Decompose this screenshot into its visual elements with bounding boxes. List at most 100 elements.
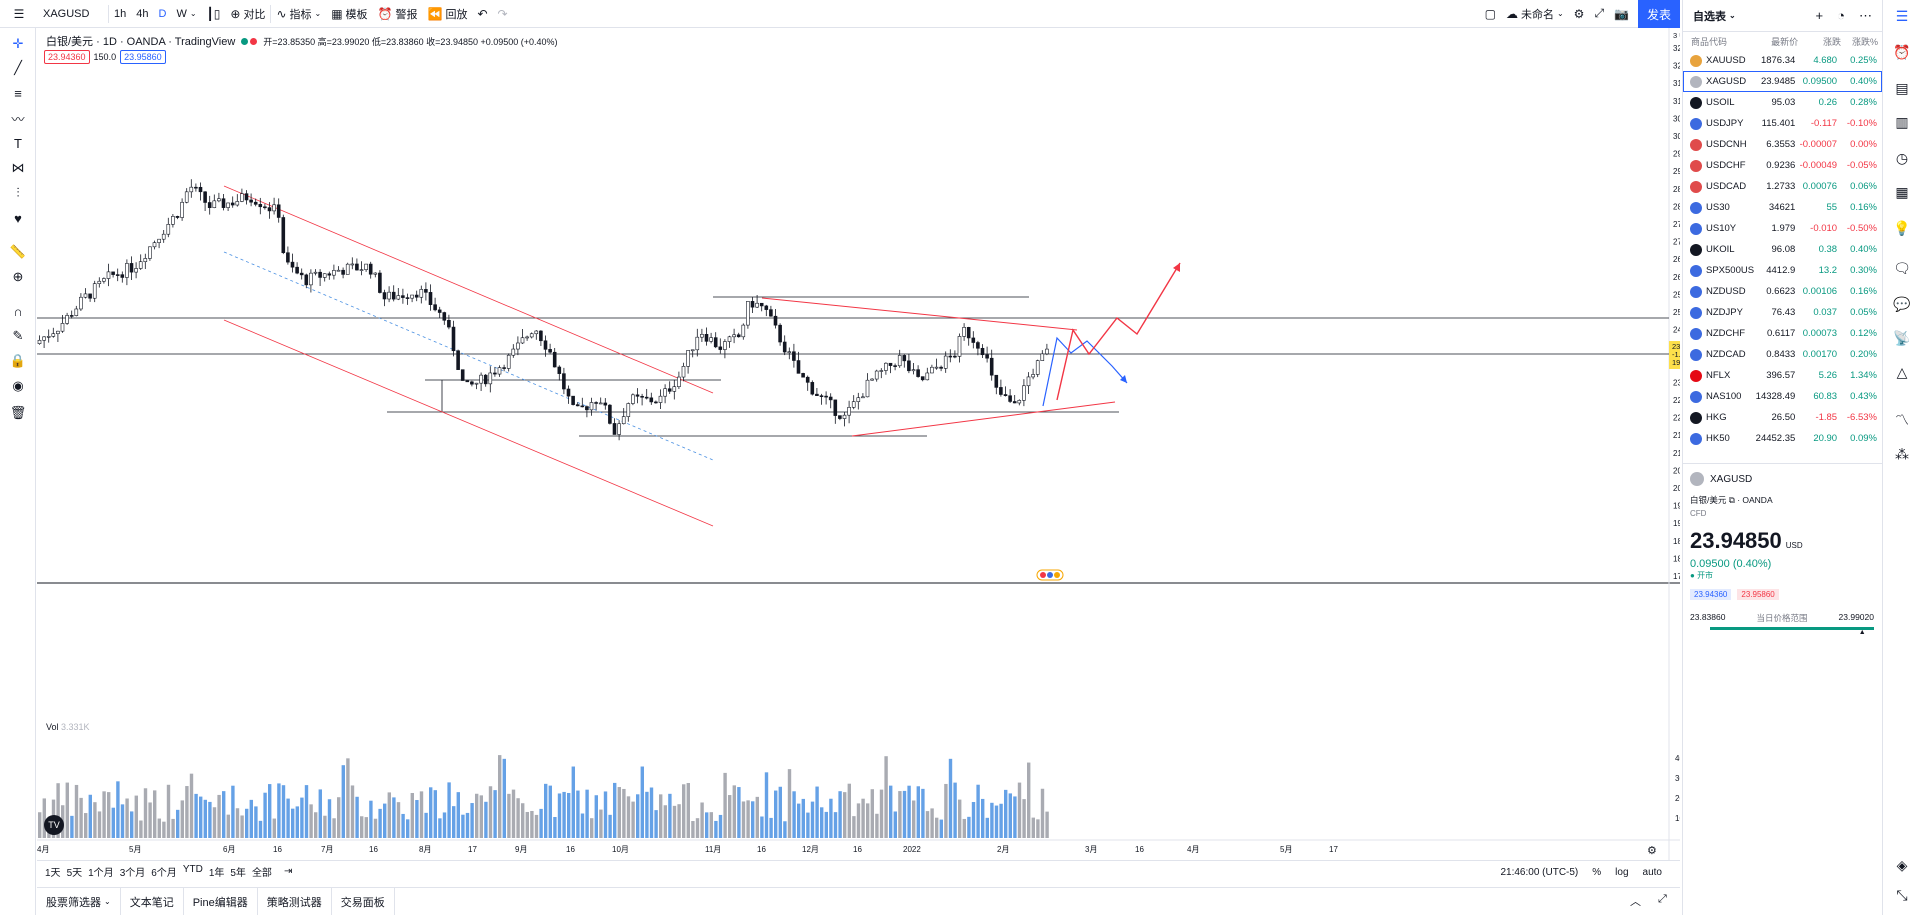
eye-icon[interactable]: ◉ xyxy=(12,378,24,393)
detail-buy[interactable]: 23.95860 xyxy=(1737,589,1779,600)
trendline-icon[interactable]: ╱ xyxy=(14,60,22,75)
crosshair-icon[interactable]: ✛ xyxy=(12,36,24,51)
waves-icon[interactable]: 〽 xyxy=(1895,412,1909,428)
magnet-icon[interactable]: ∩ xyxy=(13,303,23,319)
trash-icon[interactable]: 🗑 xyxy=(9,405,27,420)
publish-button[interactable]: 发表 xyxy=(1638,0,1680,28)
watchlist-row[interactable]: US30 34621 55 0.16% xyxy=(1683,197,1882,218)
interval-d[interactable]: D xyxy=(158,7,167,20)
redo-icon[interactable]: ↷ xyxy=(497,6,508,21)
watchlist-row[interactable]: UKOIL 96.08 0.38 0.40% xyxy=(1683,239,1882,260)
news-icon[interactable]: ▥ xyxy=(1895,113,1909,130)
brush-icon[interactable]: 〰 xyxy=(11,111,25,127)
add-symbol-icon[interactable]: + xyxy=(1815,8,1824,23)
heart-icon[interactable]: ♥ xyxy=(14,210,22,226)
range-7[interactable]: 5年 xyxy=(230,868,246,879)
bottom-tab-4[interactable]: 交易面板 xyxy=(332,887,395,915)
interval-1h[interactable]: 1h xyxy=(114,7,127,20)
watchlist-row[interactable]: NAS100 14328.49 60.83 0.43% xyxy=(1683,386,1882,407)
watchlist-row[interactable]: NZDCAD 0.8433 0.00170 0.20% xyxy=(1683,344,1882,365)
bottom-tab-2[interactable]: Pine编辑器 xyxy=(184,887,258,915)
maximize-icon[interactable]: ⤢ xyxy=(1658,893,1667,905)
watchlist-row[interactable]: US10Y 1.979 -0.010 -0.50% xyxy=(1683,218,1882,239)
watchlist-row[interactable]: USDCNH 6.3553 -0.00007 0.00% xyxy=(1683,134,1882,155)
range-1[interactable]: 5天 xyxy=(66,868,83,879)
alarm-clock-icon[interactable]: ⏰ xyxy=(1893,43,1911,60)
compare-button[interactable]: ⊕ 对比 xyxy=(230,6,266,21)
watchlist-row[interactable]: USDJPY 115.401 -0.117 -0.10% xyxy=(1683,113,1882,134)
range-6[interactable]: 1年 xyxy=(208,868,225,879)
percent-toggle[interactable]: % xyxy=(1592,866,1602,878)
watchlist-row[interactable]: NZDCHF 0.6117 0.00073 0.12% xyxy=(1683,323,1882,344)
watchlist-row[interactable]: NZDUSD 0.6623 0.00106 0.16% xyxy=(1683,281,1882,302)
watchlist-row[interactable]: USOIL 95.03 0.26 0.28% xyxy=(1683,92,1882,113)
timezone-label[interactable]: 21:46:00 (UTC-5) xyxy=(1500,866,1579,878)
sell-price[interactable]: 23.94360 xyxy=(44,50,90,64)
measure-icon[interactable]: ⫶ xyxy=(16,185,20,200)
bottom-tab-0[interactable]: 股票筛选器 ⌄ xyxy=(37,887,121,915)
indicators-button[interactable]: ∿ 指标 ⌄ xyxy=(276,6,322,21)
log-toggle[interactable]: log xyxy=(1615,866,1629,878)
more-icon[interactable]: ⋯ xyxy=(1859,7,1872,23)
text-icon[interactable]: T xyxy=(14,135,22,151)
auto-toggle[interactable]: auto xyxy=(1642,866,1662,878)
ideas-icon[interactable]: 💡 xyxy=(1893,219,1911,236)
bottom-tab-3[interactable]: 策略测试器 xyxy=(258,887,332,915)
watchlist-row[interactable]: NFLX 396.57 5.26 1.34% xyxy=(1683,365,1882,386)
broadcast-icon[interactable]: 📡 xyxy=(1893,329,1911,346)
symbol-search[interactable]: XAGUSD xyxy=(38,0,108,28)
watchlist-row[interactable]: NZDJPY 76.43 0.037 0.05% xyxy=(1683,302,1882,323)
help-icon[interactable]: △ xyxy=(1896,363,1908,380)
watchlist-row[interactable]: USDCAD 1.2733 0.00076 0.06% xyxy=(1683,176,1882,197)
watchlist-row[interactable]: HKG 26.50 -1.85 -6.53% xyxy=(1683,407,1882,428)
interval-w[interactable]: W ⌄ xyxy=(176,7,197,20)
ruler-icon[interactable]: 📏 xyxy=(9,244,27,259)
watchlist-row[interactable]: HK50 24452.35 20.90 0.09% xyxy=(1683,428,1882,449)
data-window-icon[interactable]: ▤ xyxy=(1895,79,1909,96)
layout-square-icon[interactable]: ▢ xyxy=(1484,6,1496,21)
chart-type-icon[interactable]: ┃▯ xyxy=(206,6,221,21)
watchlist-title[interactable]: 自选表 xyxy=(1693,10,1726,23)
goto-date-icon[interactable]: ⇥ xyxy=(283,866,293,877)
lock-icon[interactable]: 🔒 xyxy=(9,353,27,368)
hotlist-icon[interactable]: ▦ xyxy=(1895,183,1909,200)
expand-icon[interactable]: ⤡ xyxy=(1896,886,1908,903)
watchlist-row[interactable]: USDCHF 0.9236 -0.00049 -0.05% xyxy=(1683,155,1882,176)
tradingview-logo-icon[interactable]: TV xyxy=(44,815,64,835)
bottom-tab-1[interactable]: 文本笔记 xyxy=(121,887,184,915)
calendar-icon[interactable]: ◷ xyxy=(1895,149,1909,166)
layers-icon[interactable]: ◈ xyxy=(1896,856,1908,873)
pattern-icon[interactable]: ⋈ xyxy=(11,160,25,175)
menu-icon[interactable]: ☰ xyxy=(13,6,25,21)
replay-button[interactable]: ⏪ 回放 xyxy=(427,6,468,21)
detail-sell[interactable]: 23.94360 xyxy=(1690,589,1732,600)
pencil-lock-icon[interactable]: ✎ xyxy=(12,328,24,343)
zoom-icon[interactable]: ⊕ xyxy=(12,269,24,284)
chat-icon[interactable]: 🗨 xyxy=(1893,259,1911,276)
watchlist-icon[interactable]: ☰ xyxy=(1895,7,1909,24)
fullscreen-icon[interactable]: ⤢ xyxy=(1594,6,1605,20)
parallel-lines-icon[interactable]: ≡ xyxy=(14,85,22,101)
range-8[interactable]: 全部 xyxy=(251,868,272,879)
range-0[interactable]: 1天 xyxy=(45,868,61,879)
undo-icon[interactable]: ↶ xyxy=(477,6,488,21)
collapse-icon[interactable]: ︿ xyxy=(1630,896,1641,908)
range-5[interactable]: YTD xyxy=(182,864,203,875)
settings-icon[interactable]: ⚙ xyxy=(1573,6,1585,21)
range-3[interactable]: 3个月 xyxy=(119,868,146,879)
camera-icon[interactable]: 📷 xyxy=(1614,6,1629,21)
watchlist-row[interactable]: XAGUSD 23.9485 0.09500 0.40% xyxy=(1683,71,1882,92)
price-chart[interactable]: 32.50000 32.00000 31.50000 31.00000 30.50000… xyxy=(37,28,1680,860)
buy-price[interactable]: 23.95860 xyxy=(120,50,166,64)
watchlist-row[interactable]: XAUUSD 1876.34 4.680 0.25% xyxy=(1683,50,1882,71)
range-4[interactable]: 6个月 xyxy=(151,868,177,879)
messages-icon[interactable]: 💬 xyxy=(1893,295,1911,312)
clock-icon[interactable]: ◔ xyxy=(1837,8,1845,23)
templates-button[interactable]: ▦ 模板 xyxy=(331,6,368,21)
dots-icon[interactable]: ⁂ xyxy=(1895,445,1909,462)
range-2[interactable]: 1个月 xyxy=(88,868,114,879)
external-link-icon[interactable]: ⧉ xyxy=(1728,495,1735,505)
interval-4h[interactable]: 4h xyxy=(136,7,149,20)
layout-name-button[interactable]: ☁ 未命名 ⌄ xyxy=(1505,6,1564,21)
alert-button[interactable]: ⏰ 警报 xyxy=(377,6,418,21)
